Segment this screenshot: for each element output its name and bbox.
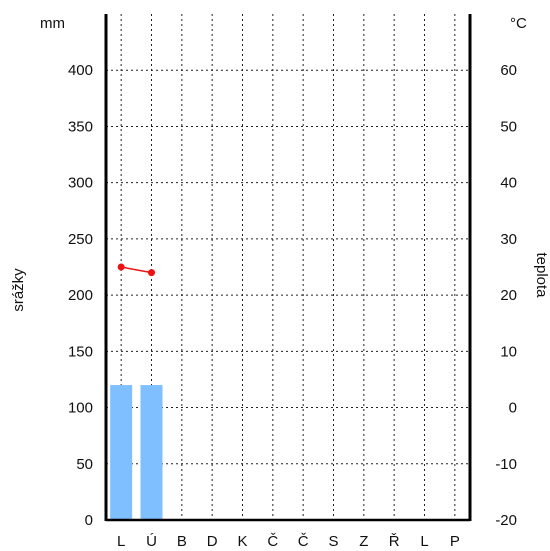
left-tick-label: 200 xyxy=(68,287,93,304)
right-tick-label: 60 xyxy=(500,62,517,79)
right-axis-ticks: -20 -10 0 10 20 30 40 50 60 xyxy=(495,62,517,529)
right-tick-label: 0 xyxy=(509,400,517,417)
x-tick-label: Z xyxy=(359,533,368,550)
left-tick-label: 350 xyxy=(68,118,93,135)
temperature-series xyxy=(117,263,155,277)
temperature-point xyxy=(117,263,125,271)
left-tick-label: 150 xyxy=(68,343,93,360)
x-tick-label: Č xyxy=(267,533,278,550)
left-tick-label: 300 xyxy=(68,175,93,192)
left-axis-ticks: 0 50 100 150 200 250 300 350 400 xyxy=(68,62,93,529)
right-axis-title: teplota xyxy=(533,252,550,298)
x-tick-label: K xyxy=(237,533,247,550)
right-unit-label: °C xyxy=(510,15,527,32)
x-tick-label: Ú xyxy=(146,533,157,550)
x-tick-label: S xyxy=(328,533,338,550)
left-tick-label: 0 xyxy=(85,512,93,529)
left-unit-label: mm xyxy=(40,15,65,32)
precipitation-bar xyxy=(110,385,133,520)
x-tick-label: B xyxy=(177,533,187,550)
right-tick-label: 10 xyxy=(500,343,517,360)
left-tick-label: 250 xyxy=(68,231,93,248)
right-tick-label: 30 xyxy=(500,231,517,248)
left-tick-label: 100 xyxy=(68,400,93,417)
precipitation-bar xyxy=(140,385,163,520)
right-tick-label: -20 xyxy=(495,512,517,529)
x-tick-label: L xyxy=(420,533,428,550)
precipitation-bars xyxy=(110,385,163,520)
right-tick-label: 20 xyxy=(500,287,517,304)
right-tick-label: 50 xyxy=(500,118,517,135)
x-tick-label: Č xyxy=(298,533,309,550)
temperature-point xyxy=(148,269,155,277)
right-tick-label: 40 xyxy=(500,175,517,192)
x-tick-label: D xyxy=(207,533,218,550)
temperature-line xyxy=(121,266,152,274)
x-tick-label: L xyxy=(117,533,125,550)
x-tick-label: P xyxy=(450,533,460,550)
x-tick-label: Ř xyxy=(389,533,400,550)
left-axis-title: srážky xyxy=(10,268,27,312)
right-tick-label: -10 xyxy=(495,456,517,473)
left-tick-label: 400 xyxy=(68,62,93,79)
left-tick-label: 50 xyxy=(76,456,93,473)
